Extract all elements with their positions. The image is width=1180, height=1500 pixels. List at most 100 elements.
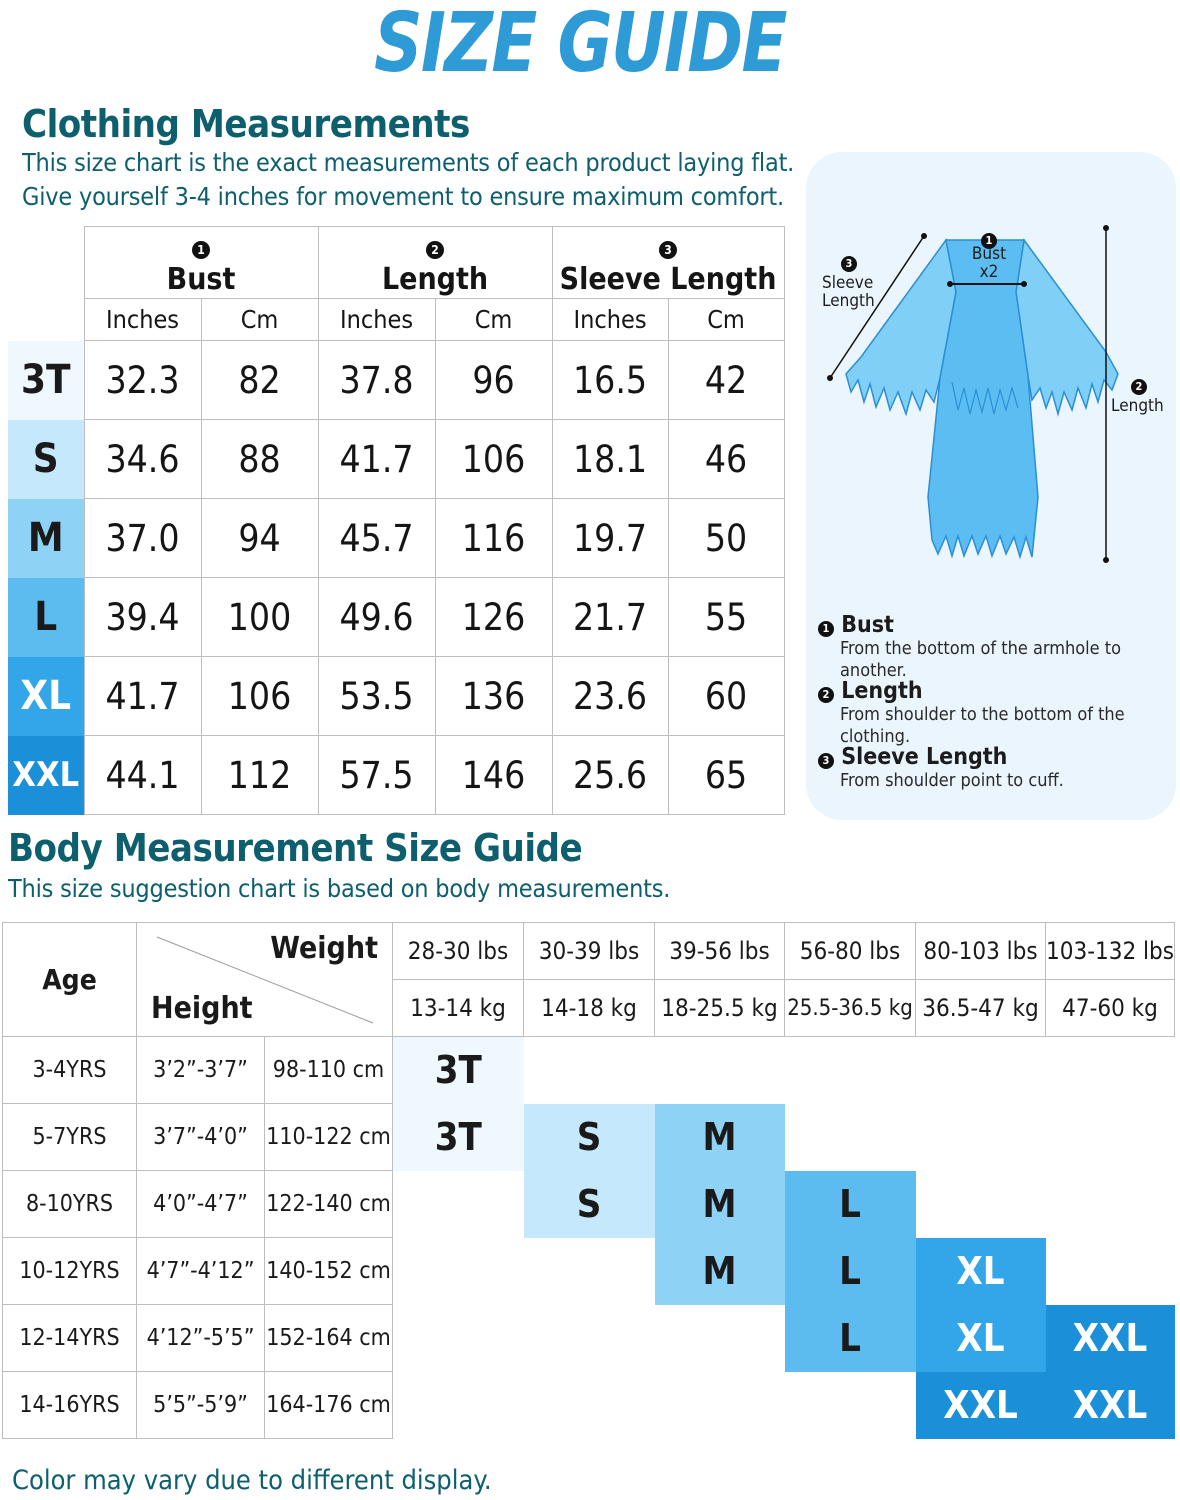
height-cm: 122-140 cm	[264, 1170, 393, 1238]
size-row: XL 41.7 106 53.5 136 23.6 60	[8, 656, 785, 736]
number-badge-icon: 1	[192, 241, 210, 259]
measure-dot	[1103, 557, 1109, 563]
height-inches: 4’7”-4’12”	[136, 1237, 265, 1305]
measurement-value: 100	[200, 577, 319, 657]
measurement-value: 106	[434, 419, 553, 499]
measurement-value: 34.6	[83, 419, 202, 499]
measurement-value: 16.5	[551, 340, 669, 420]
recommended-size-cell: XXL	[1045, 1371, 1175, 1439]
group-label: Sleeve Length	[559, 262, 777, 297]
measurement-value: 106	[200, 656, 319, 736]
body-heading: Body Measurement Size Guide	[8, 826, 583, 870]
measurement-value: 116	[434, 498, 553, 578]
clothing-desc-line1: This size chart is the exact measurement…	[22, 148, 795, 177]
empty-cell	[655, 1305, 785, 1372]
empty-cell	[1046, 1104, 1175, 1171]
group-label: Bust	[166, 262, 236, 297]
diagram-bust-label: Bust	[971, 244, 1007, 264]
measurement-value: 146	[434, 735, 553, 815]
age-label: 12-14YRS	[2, 1304, 137, 1372]
corner-cell	[8, 227, 84, 299]
diagram-length-label: Length	[1111, 396, 1164, 416]
sleeve-measure-line	[829, 235, 925, 379]
recommended-size-cell: XL	[915, 1237, 1046, 1305]
height-label: Height	[151, 991, 253, 1026]
legend-title: Length	[841, 678, 923, 704]
body-size-guide-table: Age Weight Height 28-30 lbs 30-39 lbs 39…	[2, 922, 1175, 1439]
unit-header: Inches	[317, 298, 436, 341]
age-header: Age	[2, 922, 137, 1037]
measurement-value: 49.6	[317, 577, 436, 657]
height-inches: 3’7”-4’0”	[136, 1103, 265, 1171]
weight-kg-header: 36.5-47 kg	[915, 979, 1046, 1037]
right-sleeve	[1015, 238, 1119, 417]
recommended-size-cell: M	[654, 1103, 785, 1171]
empty-cell	[393, 1238, 524, 1305]
unit-header: Cm	[667, 298, 785, 341]
empty-cell	[1046, 1037, 1175, 1104]
clothing-heading: Clothing Measurements	[22, 102, 470, 146]
size-row: M 37.0 94 45.7 116 19.7 50	[8, 498, 785, 578]
unit-header: Cm	[200, 298, 319, 341]
recommended-size-cell: XL	[915, 1304, 1046, 1372]
unit-header: Inches	[83, 298, 202, 341]
group-header-sleeve-length: 3 Sleeve Length	[551, 226, 785, 299]
measurement-value: 41.7	[83, 656, 202, 736]
recommended-size-cell: 3T	[392, 1036, 524, 1104]
empty-cell	[916, 1037, 1046, 1104]
page-title: SIZE GUIDE	[374, 0, 787, 91]
weight-height-header: Weight Height	[136, 922, 393, 1037]
height-cm: 140-152 cm	[264, 1237, 393, 1305]
size-row: L 39.4 100 49.6 126 21.7 55	[8, 577, 785, 657]
age-label: 5-7YRS	[2, 1103, 137, 1171]
recommended-size-cell: XXL	[915, 1371, 1046, 1439]
number-badge-icon: 2	[426, 241, 445, 259]
measure-dot	[1103, 225, 1109, 231]
diagram-legend: 1 Bust From the bottom of the armhole to…	[818, 612, 1174, 810]
age-row: 3-4YRS 3’2”-3’7” 98-110 cm 3T	[2, 1036, 1175, 1104]
legend-title: Bust	[841, 612, 894, 638]
legend-item-bust: 1 Bust From the bottom of the armhole to…	[818, 612, 1174, 681]
recommended-size-cell: S	[523, 1103, 655, 1171]
measurement-value: 25.6	[551, 735, 669, 815]
legend-item-length: 2 Length From shoulder to the bottom of …	[818, 678, 1174, 747]
recommended-size-cell: XXL	[1045, 1304, 1175, 1372]
sleeve-number-icon: 3	[841, 252, 857, 272]
legend-desc: From shoulder to the bottom of the cloth…	[840, 704, 1125, 747]
empty-cell	[1046, 1238, 1175, 1305]
height-cm: 110-122 cm	[264, 1103, 393, 1171]
height-cm: 98-110 cm	[264, 1036, 393, 1104]
size-label: S	[8, 419, 84, 499]
weight-lbs-header: 28-30 lbs	[392, 922, 524, 980]
measure-dot	[827, 375, 833, 381]
size-label: XXL	[8, 735, 84, 815]
unit-header: Inches	[551, 298, 669, 341]
measurement-value: 60	[667, 656, 785, 736]
dress-body	[927, 239, 1039, 560]
weight-kg-header: 18-25.5 kg	[654, 979, 785, 1037]
size-row: S 34.6 88 41.7 106 18.1 46	[8, 419, 785, 499]
legend-title: Sleeve Length	[841, 744, 1008, 770]
age-row: 5-7YRS 3’7”-4’0” 110-122 cm 3T S M	[2, 1103, 1175, 1171]
weight-lbs-header: 39-56 lbs	[654, 922, 785, 980]
body-desc: This size suggestion chart is based on b…	[8, 874, 671, 903]
weight-lbs-header: 56-80 lbs	[784, 922, 916, 980]
height-cm: 164-176 cm	[264, 1371, 393, 1439]
measurement-value: 21.7	[551, 577, 669, 657]
size-label: 3T	[8, 340, 84, 420]
diagonal-divider	[156, 936, 374, 1024]
weight-kg-header: 14-18 kg	[523, 979, 655, 1037]
measurement-value: 37.8	[317, 340, 436, 420]
corner-cell	[8, 299, 84, 341]
measurement-value: 19.7	[551, 498, 669, 578]
measurement-value: 45.7	[317, 498, 436, 578]
measurement-value: 39.4	[83, 577, 202, 657]
empty-cell	[916, 1171, 1046, 1238]
number-badge-icon: 3	[659, 241, 678, 259]
empty-cell	[916, 1104, 1046, 1171]
diagram-sleeve-label-line2: Length	[822, 291, 875, 311]
empty-cell	[524, 1372, 655, 1439]
age-label: 10-12YRS	[2, 1237, 137, 1305]
weight-label: Weight	[270, 931, 378, 966]
measurement-value: 53.5	[317, 656, 436, 736]
